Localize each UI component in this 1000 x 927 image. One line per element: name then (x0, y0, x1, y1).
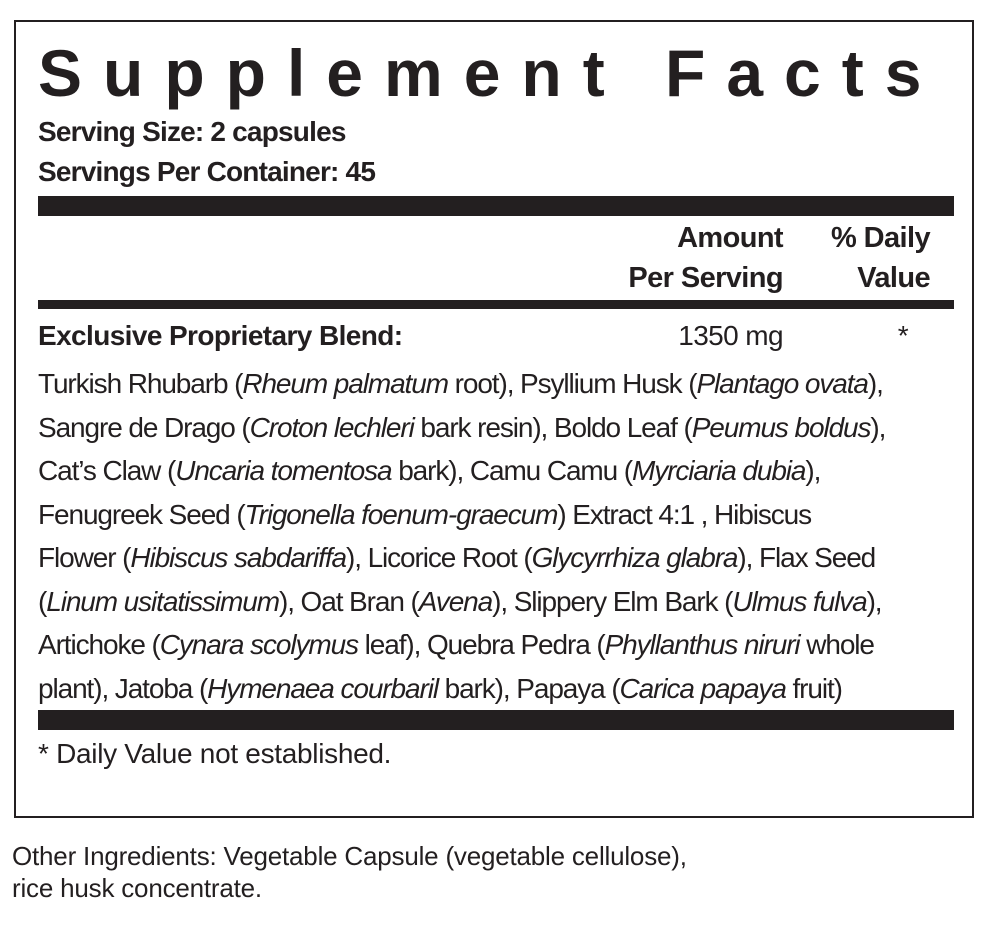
botanical-name: Linum usitatissimum (46, 585, 280, 617)
servings-per-container: Servings Per Container: 45 (38, 156, 376, 187)
dv-header-line2: Value (857, 262, 930, 294)
ingredient-text: ), Licorice Root ( (345, 542, 533, 573)
ingredient-text: Sangre de Drago ( (38, 411, 251, 443)
panel-title: Supplement Facts (38, 36, 943, 110)
ingredient-text: bark), Camu Camu ( (391, 455, 633, 486)
botanical-name: Hibiscus sabdariffa (130, 542, 347, 573)
supplement-facts-panel (14, 20, 974, 818)
amount-header-line1: Amount (677, 222, 784, 254)
ingredient-list: Turkish Rhubarb (Rheum palmatum root), P… (38, 362, 886, 711)
ingredient-text: Cat’s Claw ( (38, 455, 176, 486)
thick-divider (38, 196, 954, 216)
ingredient-text: fruit) (785, 672, 843, 704)
botanical-name: Trigonella foenum-graecum (244, 498, 559, 530)
ingredient-text: ), Slippery Elm Bark ( (492, 585, 733, 617)
botanical-name: Rheum palmatum (242, 368, 449, 399)
botanical-name: Hymenaea courbaril (207, 672, 439, 704)
ingredient-line: Sangre de Drago (Croton lechleri bark re… (38, 406, 886, 450)
ingredient-text: bark), Papaya ( (437, 672, 621, 704)
other-ingredients-line2: rice husk concentrate. (12, 873, 262, 903)
ingredient-line: Fenugreek Seed (Trigonella foenum-graecu… (38, 493, 885, 537)
botanical-name: Ulmus fulva (732, 585, 867, 617)
ingredient-text: ( (38, 585, 47, 617)
botanical-name: Peumus boldus (691, 411, 872, 443)
ingredient-line: Cat’s Claw (Uncaria tomentosa bark), Cam… (38, 449, 885, 493)
botanical-name: Croton lechleri (249, 411, 415, 443)
botanical-name: Uncaria tomentosa (175, 455, 392, 486)
medium-divider (38, 300, 954, 309)
botanical-name: Myrciaria dubia (632, 455, 806, 486)
botanical-name: Phyllanthus niruri (604, 629, 801, 660)
dv-header-line1: % Daily (831, 222, 931, 254)
daily-value-header: % Daily Value (831, 218, 931, 298)
ingredient-text: ), (805, 455, 821, 486)
ingredient-text: ), Flax Seed (737, 542, 876, 573)
footnote: * Daily Value not established. (38, 738, 392, 769)
ingredient-line: Turkish Rhubarb (Rheum palmatum root), P… (38, 362, 885, 406)
ingredient-text: Flower ( (38, 542, 131, 573)
ingredient-line: (Linum usitatissimum), Oat Bran (Avena),… (38, 580, 885, 624)
ingredient-text: ), (870, 411, 886, 443)
botanical-name: Cynara scolymus (159, 629, 359, 660)
ingredient-text: leaf), Quebra Pedra ( (357, 629, 606, 660)
other-ingredients: Other Ingredients: Vegetable Capsule (ve… (12, 840, 687, 904)
ingredient-text: whole (799, 629, 875, 660)
ingredient-text: plant), Jatoba ( (38, 672, 208, 704)
serving-size: Serving Size: 2 capsules (38, 116, 346, 147)
ingredient-text: ), (866, 585, 883, 617)
thick-divider-bottom (38, 710, 954, 730)
botanical-name: Plantago ovata (696, 368, 869, 399)
ingredient-text: Artichoke ( (38, 629, 161, 660)
ingredient-text: ) Extract 4:1 , Hibiscus (557, 498, 812, 530)
botanical-name: Carica papaya (619, 672, 787, 704)
amount-per-serving-header: Amount Per Serving (628, 218, 783, 298)
amount-header-line2: Per Serving (628, 262, 783, 294)
ingredient-line: Artichoke (Cynara scolymus leaf), Quebra… (38, 623, 885, 667)
ingredient-text: root), Psyllium Husk ( (447, 368, 698, 399)
other-ingredients-line1: Other Ingredients: Vegetable Capsule (ve… (12, 841, 687, 871)
ingredient-text: ), Oat Bran ( (278, 585, 420, 617)
botanical-name: Glycyrrhiza glabra (531, 542, 739, 573)
blend-amount: 1350 mg (678, 320, 783, 351)
ingredient-text: ), (867, 368, 884, 399)
ingredient-text: Fenugreek Seed ( (38, 498, 246, 530)
ingredient-line: Flower (Hibiscus sabdariffa), Licorice R… (38, 536, 885, 580)
blend-name: Exclusive Proprietary Blend: (38, 320, 403, 351)
blend-daily-value: * (897, 320, 909, 351)
botanical-name: Avena (418, 585, 493, 617)
ingredient-text: Turkish Rhubarb ( (38, 368, 243, 399)
ingredient-text: bark resin), Boldo Leaf ( (413, 411, 692, 443)
ingredient-line: plant), Jatoba (Hymenaea courbaril bark)… (38, 667, 885, 711)
